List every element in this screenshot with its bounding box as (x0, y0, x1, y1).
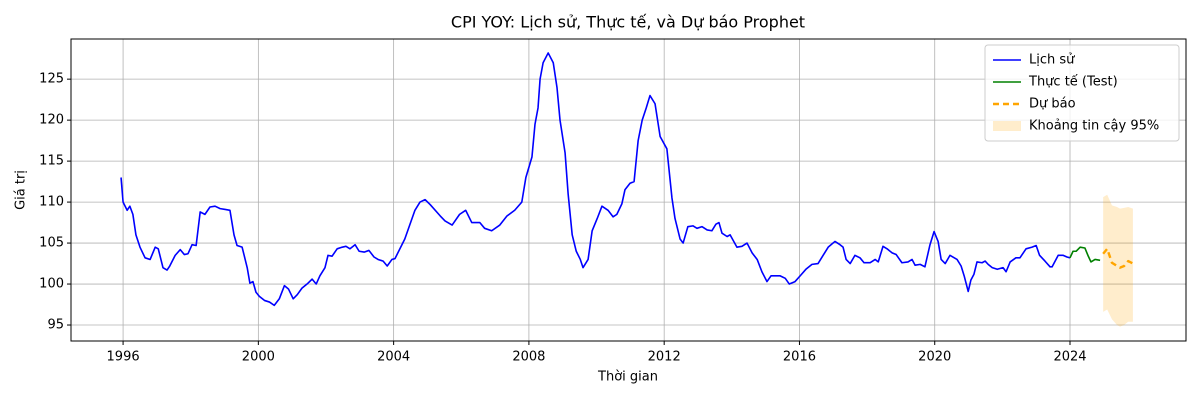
x-tick-label: 1996 (107, 350, 140, 365)
y-tick-label: 105 (39, 236, 64, 251)
y-tick-label: 115 (39, 154, 64, 169)
x-tick-label: 2008 (512, 350, 545, 365)
chart-title: CPI YOY: Lịch sử, Thực tế, và Dự báo Pro… (451, 13, 805, 32)
legend: Lịch sử Thực tế (Test) Dự báo Khoảng tin cậ… (984, 44, 1180, 142)
series-line (120, 52, 1071, 307)
series-line (1069, 246, 1101, 263)
y-tick-label: 100 (39, 277, 64, 292)
legend-label: Dự báo (1029, 97, 1076, 112)
y-tick-label: 125 (39, 72, 64, 87)
legend-label: Thực tế (Test) (1028, 75, 1118, 90)
y-tick-label: 110 (39, 195, 64, 210)
confidence-band (1103, 194, 1133, 327)
x-tick-label: 2000 (242, 350, 275, 365)
legend-box (984, 44, 1180, 142)
x-tick-label: 2004 (377, 350, 410, 365)
x-tick-label: 2024 (1053, 350, 1086, 365)
y-tick-label: 95 (47, 318, 64, 333)
legend-label: Lịch sử (1029, 53, 1075, 68)
plot-frame (70, 38, 1187, 342)
x-tick-label: 2012 (648, 350, 681, 365)
y-axis-label: Giá trị (14, 170, 29, 210)
x-tick-label: 2016 (783, 350, 816, 365)
series-line (1102, 247, 1134, 269)
legend-swatch (993, 121, 1021, 131)
x-tick-label: 2020 (918, 350, 951, 365)
legend-label: Khoảng tin cậy 95% (1029, 119, 1159, 134)
x-axis-label: Thời gian (597, 370, 658, 385)
y-tick-label: 120 (39, 113, 64, 128)
